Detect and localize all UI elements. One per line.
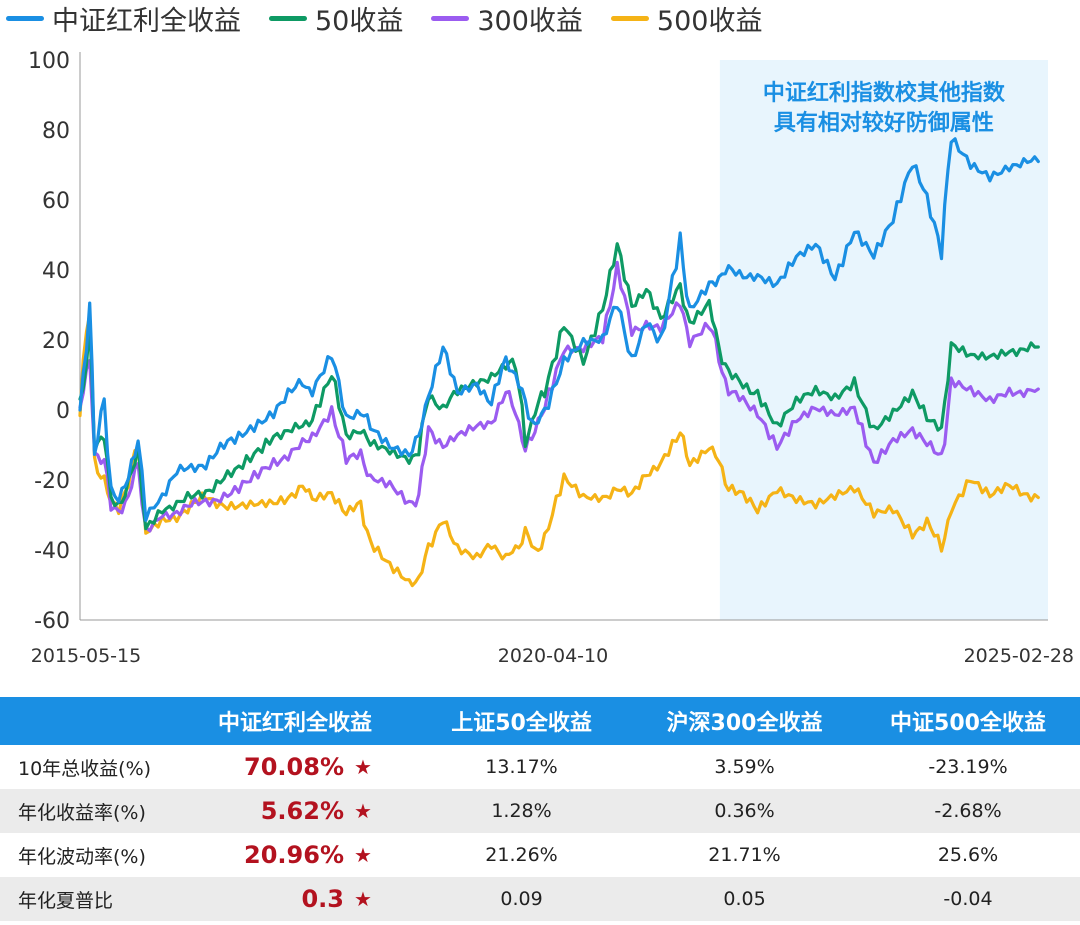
- series-line-0: [78, 137, 1040, 522]
- row-value-csi500: -23.19%: [928, 756, 1008, 778]
- legend-label-sse50: 50收益: [315, 5, 404, 37]
- row-metric: 年化波动率(%): [18, 845, 146, 868]
- table-row: 年化波动率(%) 20.96% ★ 21.26% 21.71% 25.6%: [0, 833, 1080, 877]
- legend-item-dividend: 中证红利全收益: [6, 0, 241, 38]
- table-row: 年化夏普比 0.3 ★ 0.09 0.05 -0.04: [0, 877, 1080, 921]
- header-csi300: 沪深300全收益: [633, 697, 857, 745]
- legend-item-csi500: 500收益: [610, 0, 763, 38]
- row-highlight-value: 5.62%: [180, 789, 350, 833]
- star-icon: ★: [354, 843, 372, 867]
- x-tick-label: 2020-04-10: [498, 645, 608, 667]
- row-value-csi300: 3.59%: [714, 756, 775, 778]
- header-csi500: 中证500全收益: [856, 697, 1080, 745]
- y-tick-label: 40: [42, 259, 70, 284]
- star-icon: ★: [354, 755, 372, 779]
- row-metric: 年化收益率(%): [0, 789, 180, 833]
- star-icon: ★: [350, 877, 411, 921]
- stats-table: 中证红利全收益 上证50全收益 沪深300全收益 中证500全收益 10年总收益…: [0, 697, 1080, 921]
- row-value-csi500: 25.6%: [937, 844, 999, 866]
- x-axis-ticks: 2015-05-15 2020-04-10 2025-02-28: [31, 645, 1074, 667]
- y-tick-label: 20: [42, 329, 70, 354]
- y-tick-label: 60: [42, 189, 70, 214]
- y-tick-label: 0: [56, 399, 70, 424]
- series-line-1: [78, 242, 1040, 531]
- table-row: 年化收益率(%) 5.62% ★ 1.28% 0.36% -2.68%: [0, 789, 1080, 833]
- highlight-text-line: 中证红利指数校其他指数: [763, 80, 1006, 106]
- legend-swatch-dividend: [6, 15, 44, 21]
- table-row: 10年总收益(%) 70.08% ★ 13.17% 3.59% -23.19%: [0, 745, 1080, 789]
- series-line-2: [78, 260, 1040, 533]
- table-header-row: 中证红利全收益 上证50全收益 沪深300全收益 中证500全收益: [0, 697, 1080, 745]
- highlight-text-line: 具有相对较好防御属性: [774, 110, 994, 136]
- legend-label-csi300: 300收益: [477, 5, 583, 37]
- header-metric: [0, 697, 180, 745]
- row-value-csi300: 0.36%: [633, 789, 857, 833]
- y-tick-label: -40: [34, 539, 70, 564]
- x-tick-label: 2025-02-28: [964, 645, 1074, 667]
- row-value-csi300: 0.05: [633, 877, 857, 921]
- highlight-band: [719, 60, 1048, 620]
- row-value-csi500: -2.68%: [856, 789, 1080, 833]
- y-tick-label: -60: [34, 609, 70, 634]
- legend-label-dividend: 中证红利全收益: [52, 5, 241, 37]
- legend-swatch-csi300: [431, 15, 470, 21]
- legend-label-csi500: 500收益: [656, 5, 763, 37]
- legend-item-sse50: 50收益: [269, 0, 403, 38]
- y-tick-label: 80: [42, 119, 70, 144]
- row-highlight-value: 20.96%: [244, 841, 344, 869]
- row-value-sse50: 21.26%: [485, 844, 558, 866]
- row-value-sse50: 0.09: [410, 877, 634, 921]
- row-value-csi500: -0.04: [856, 877, 1080, 921]
- star-icon: ★: [350, 789, 411, 833]
- row-value-sse50: 13.17%: [485, 756, 558, 778]
- series-lines: [78, 137, 1040, 588]
- row-highlight-value: 70.08%: [244, 753, 344, 781]
- row-metric: 10年总收益(%): [18, 757, 152, 780]
- y-axis-ticks: 100 80 60 40 20 0 -20 -40 -60: [28, 49, 70, 634]
- y-tick-label: -20: [34, 469, 70, 494]
- series-line-3: [78, 312, 1040, 588]
- x-tick-label: 2015-05-15: [31, 645, 141, 667]
- chart-legend: 中证红利全收益 50收益 300收益 500收益: [6, 0, 763, 38]
- header-sse50: 上证50全收益: [410, 697, 634, 745]
- legend-item-csi300: 300收益: [431, 0, 583, 38]
- row-highlight-value: 0.3: [180, 877, 350, 921]
- row-metric: 年化夏普比: [0, 877, 180, 921]
- legend-swatch-sse50: [269, 15, 307, 21]
- legend-swatch-csi500: [610, 15, 649, 21]
- row-value-sse50: 1.28%: [410, 789, 634, 833]
- header-dividend: 中证红利全收益: [180, 697, 411, 745]
- y-tick-label: 100: [28, 49, 70, 74]
- row-value-csi300: 21.71%: [708, 844, 781, 866]
